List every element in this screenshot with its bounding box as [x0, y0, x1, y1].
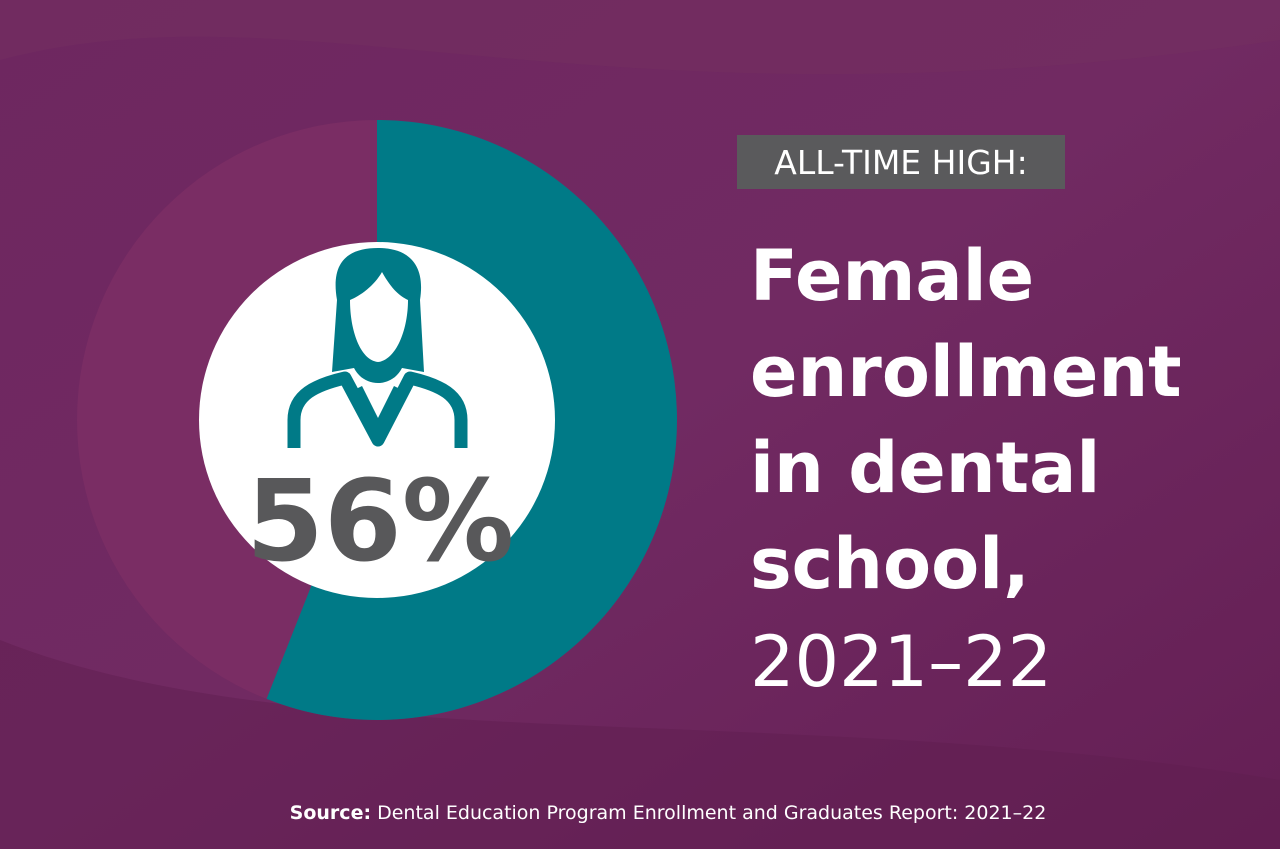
- source: Source: Dental Education Program Enrollm…: [290, 802, 1047, 824]
- donut-segment: [266, 120, 677, 720]
- title-line: enrollment: [750, 331, 1182, 413]
- source-text: Dental Education Program Enrollment and …: [377, 802, 1046, 824]
- arc-layer: [266, 120, 677, 720]
- badge: [737, 135, 1065, 189]
- female-icon: [287, 248, 468, 448]
- background-wave: [0, 0, 1280, 75]
- source-label: Source:: [290, 802, 371, 824]
- title: Female enrollment in dental school,: [750, 235, 1182, 605]
- background-wave: [0, 640, 1280, 849]
- title-line: school,: [750, 523, 1030, 605]
- badge-text: ALL-TIME HIGH:: [774, 143, 1027, 182]
- subtitle: 2021–22: [750, 621, 1052, 703]
- title-line: Female: [750, 235, 1034, 317]
- title-line: in dental: [750, 427, 1100, 509]
- value-label: 56%: [246, 457, 514, 587]
